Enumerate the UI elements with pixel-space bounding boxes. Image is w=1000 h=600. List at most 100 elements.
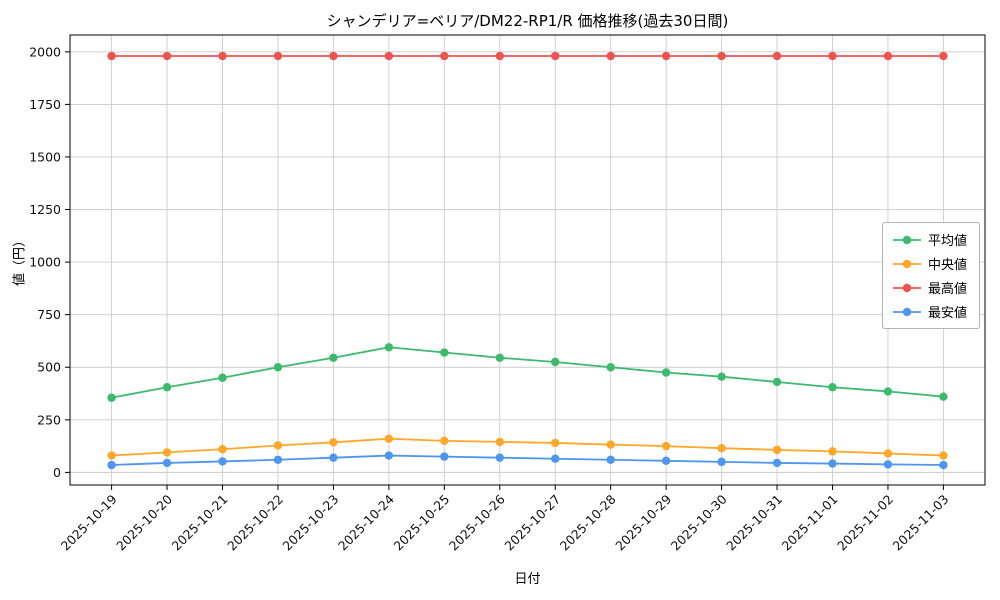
y-tick-label: 250	[37, 412, 61, 427]
data-point-marker	[717, 457, 726, 467]
chart-title: シャンデリア=ベリア/DM22-RP1/R 価格推移(過去30日間)	[326, 12, 729, 30]
data-point-marker	[495, 353, 504, 362]
data-point-marker	[384, 51, 394, 61]
data-point-marker	[883, 387, 893, 396]
data-point-marker	[329, 453, 338, 462]
data-point-marker	[717, 372, 726, 381]
x-tick-label: 2025-10-25	[390, 492, 452, 554]
data-point-marker	[273, 441, 283, 450]
series-line	[111, 454, 944, 466]
data-point-marker	[551, 438, 560, 448]
data-point-marker	[273, 363, 283, 372]
data-point-marker	[772, 51, 782, 61]
data-point-marker	[218, 445, 227, 454]
data-point-marker	[384, 343, 394, 352]
data-point-marker	[661, 368, 671, 377]
y-tick-label: 500	[37, 360, 61, 375]
data-point-marker	[883, 460, 893, 469]
x-tick-label: 2025-10-21	[169, 492, 231, 554]
data-point-marker	[218, 51, 227, 61]
data-point-marker	[162, 458, 172, 468]
legend-label: 最安値	[928, 306, 968, 321]
data-point-marker	[495, 51, 504, 61]
y-tick-label: 1000	[29, 255, 61, 270]
x-tick-label: 2025-11-01	[779, 492, 841, 554]
data-point-marker	[440, 452, 449, 461]
data-point-marker	[440, 436, 449, 446]
data-point-marker	[772, 458, 782, 468]
legend-item: 平均値	[892, 230, 967, 249]
data-point-marker	[107, 460, 116, 470]
data-point-marker	[828, 459, 837, 468]
legend-line-marker-icon	[893, 235, 921, 244]
legend-item: 最安値	[892, 302, 967, 321]
x-tick-label: 2025-11-02	[834, 492, 896, 554]
x-axis-label: 日付	[514, 572, 541, 587]
data-point-marker	[828, 447, 837, 456]
data-point-marker	[329, 353, 338, 362]
data-point-marker	[107, 451, 116, 460]
x-tick-label: 2025-10-23	[280, 492, 342, 554]
legend-label: 中央値	[928, 258, 968, 273]
legend-label: 平均値	[928, 234, 968, 249]
x-tick-label: 2025-10-27	[501, 492, 563, 554]
y-tick-label: 2000	[29, 44, 61, 59]
data-point-marker	[883, 51, 893, 61]
data-point-marker	[551, 51, 560, 61]
data-point-marker	[551, 454, 560, 463]
data-point-marker	[162, 448, 172, 457]
data-point-marker	[772, 377, 782, 387]
legend-item: 中央値	[892, 254, 967, 273]
y-tick-label: 750	[37, 307, 61, 322]
data-point-marker	[384, 434, 394, 443]
y-tick-label: 1250	[29, 202, 61, 217]
x-tick-label: 2025-10-29	[612, 491, 674, 553]
data-point-marker	[329, 51, 338, 61]
x-tick-label: 2025-10-26	[446, 491, 508, 553]
data-point-marker	[218, 373, 227, 382]
data-point-marker	[218, 457, 227, 466]
data-point-marker	[772, 445, 782, 455]
data-point-marker	[107, 51, 116, 61]
data-point-marker	[440, 348, 449, 357]
x-tick-label: 2025-10-20	[113, 491, 175, 553]
data-point-marker	[939, 392, 948, 401]
data-point-marker	[329, 438, 338, 447]
legend: 平均値中央値最高値最安値	[882, 222, 981, 329]
data-point-marker	[606, 363, 615, 372]
legend-line-marker-icon	[893, 259, 921, 268]
data-point-marker	[939, 51, 948, 61]
legend-line-marker-icon	[893, 283, 921, 292]
x-tick-label: 2025-10-28	[557, 491, 619, 553]
data-point-marker	[939, 460, 948, 470]
data-point-marker	[606, 51, 615, 61]
data-point-marker	[162, 51, 172, 61]
legend-line-marker-icon	[893, 307, 921, 316]
series-line	[111, 346, 944, 399]
data-point-marker	[661, 456, 671, 466]
y-axis-label: 値（円）	[12, 233, 28, 287]
data-point-marker	[939, 451, 948, 460]
y-tick-label: 1500	[29, 149, 61, 164]
data-point-marker	[495, 437, 504, 447]
data-point-marker	[606, 455, 615, 464]
legend-item: 最高値	[892, 278, 967, 297]
data-point-marker	[828, 51, 837, 61]
x-tick-label: 2025-11-03	[890, 492, 952, 554]
x-tick-label: 2025-10-24	[335, 491, 397, 553]
x-tick-label: 2025-10-22	[224, 492, 286, 554]
x-tick-label: 2025-10-31	[723, 492, 785, 554]
data-point-marker	[717, 51, 726, 61]
data-point-marker	[717, 444, 726, 453]
data-point-marker	[273, 455, 283, 464]
plot-border	[69, 34, 986, 486]
data-point-marker	[883, 449, 893, 458]
data-point-marker	[551, 357, 560, 367]
x-tick-label: 2025-10-30	[668, 491, 730, 553]
data-point-marker	[273, 51, 283, 61]
data-point-marker	[107, 393, 116, 402]
data-point-marker	[828, 383, 837, 392]
data-point-marker	[440, 51, 449, 61]
